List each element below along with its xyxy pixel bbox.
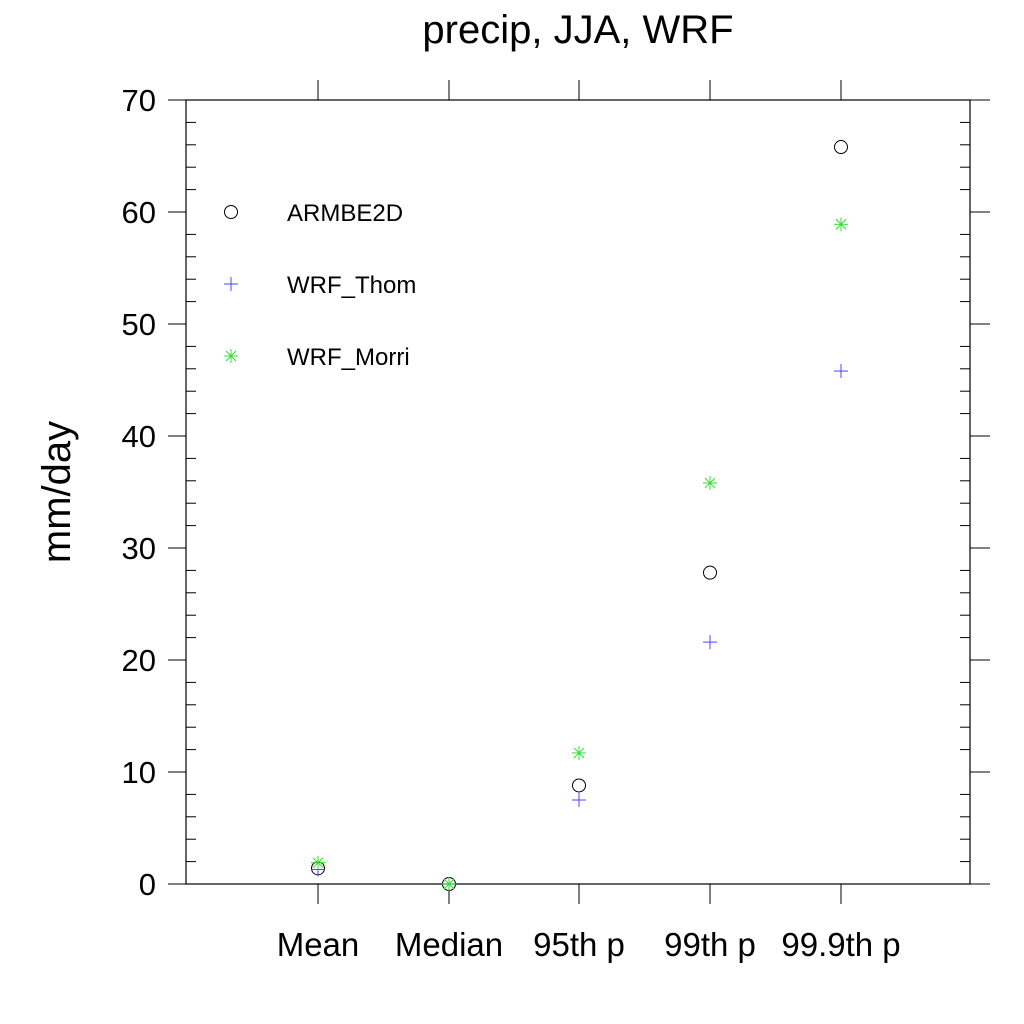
data-point-wrf-thom — [834, 364, 848, 379]
marker-stroke — [225, 350, 237, 362]
y-axis-label: mm/day — [35, 421, 79, 563]
y-tick-label: 70 — [122, 83, 156, 118]
marker-stroke — [704, 477, 716, 489]
y-tick-label: 40 — [122, 419, 156, 454]
data-point-wrf-thom — [572, 793, 586, 807]
y-tick-label: 0 — [139, 867, 156, 902]
y-tick-label: 50 — [122, 307, 156, 342]
data-point-wrf-morri — [442, 877, 456, 891]
legend-label: WRF_Thom — [287, 272, 416, 299]
data-point-wrf-morri — [572, 745, 586, 760]
x-tick-label: 95th p — [533, 926, 625, 963]
data-point-wrf-thom — [703, 635, 717, 650]
data-point-armbe2d — [703, 565, 717, 580]
legend-marker — [224, 277, 238, 291]
axes: 0 10 20 30 40 50 60 70 Mean Median 95th p 99th p 99.… — [122, 80, 990, 963]
data-point-wrf-morri — [311, 855, 325, 870]
data-point-armbe2d — [834, 140, 848, 155]
x-tick-label: Median — [395, 926, 503, 963]
y-tick-label: 60 — [122, 195, 156, 230]
x-tick-label: Mean — [277, 926, 360, 963]
legend-marker — [224, 205, 238, 219]
marker-stroke — [573, 747, 585, 759]
x-tick-label: 99th p — [664, 926, 756, 963]
data-marks — [311, 140, 848, 891]
legend-marker — [224, 349, 238, 363]
chart-title: precip, JJA, WRF — [422, 8, 733, 52]
data-point-wrf-morri — [703, 476, 717, 491]
plot-frame — [185, 99, 971, 885]
data-point-armbe2d — [572, 778, 586, 793]
y-tick-label: 20 — [122, 643, 156, 678]
y-tick-label: 30 — [122, 531, 156, 566]
y-tick-label: 10 — [122, 755, 156, 790]
marker-stroke — [835, 218, 847, 230]
x-tick-label: 99.9th p — [781, 926, 900, 963]
legend: ARMBE2D WRF_Thom WRF_Morri — [224, 200, 416, 371]
legend-label: ARMBE2D — [287, 200, 403, 227]
marker-stroke — [312, 857, 324, 869]
legend-label: WRF_Morri — [287, 344, 410, 371]
marker-stroke — [443, 878, 455, 890]
data-point-wrf-morri — [834, 217, 848, 232]
